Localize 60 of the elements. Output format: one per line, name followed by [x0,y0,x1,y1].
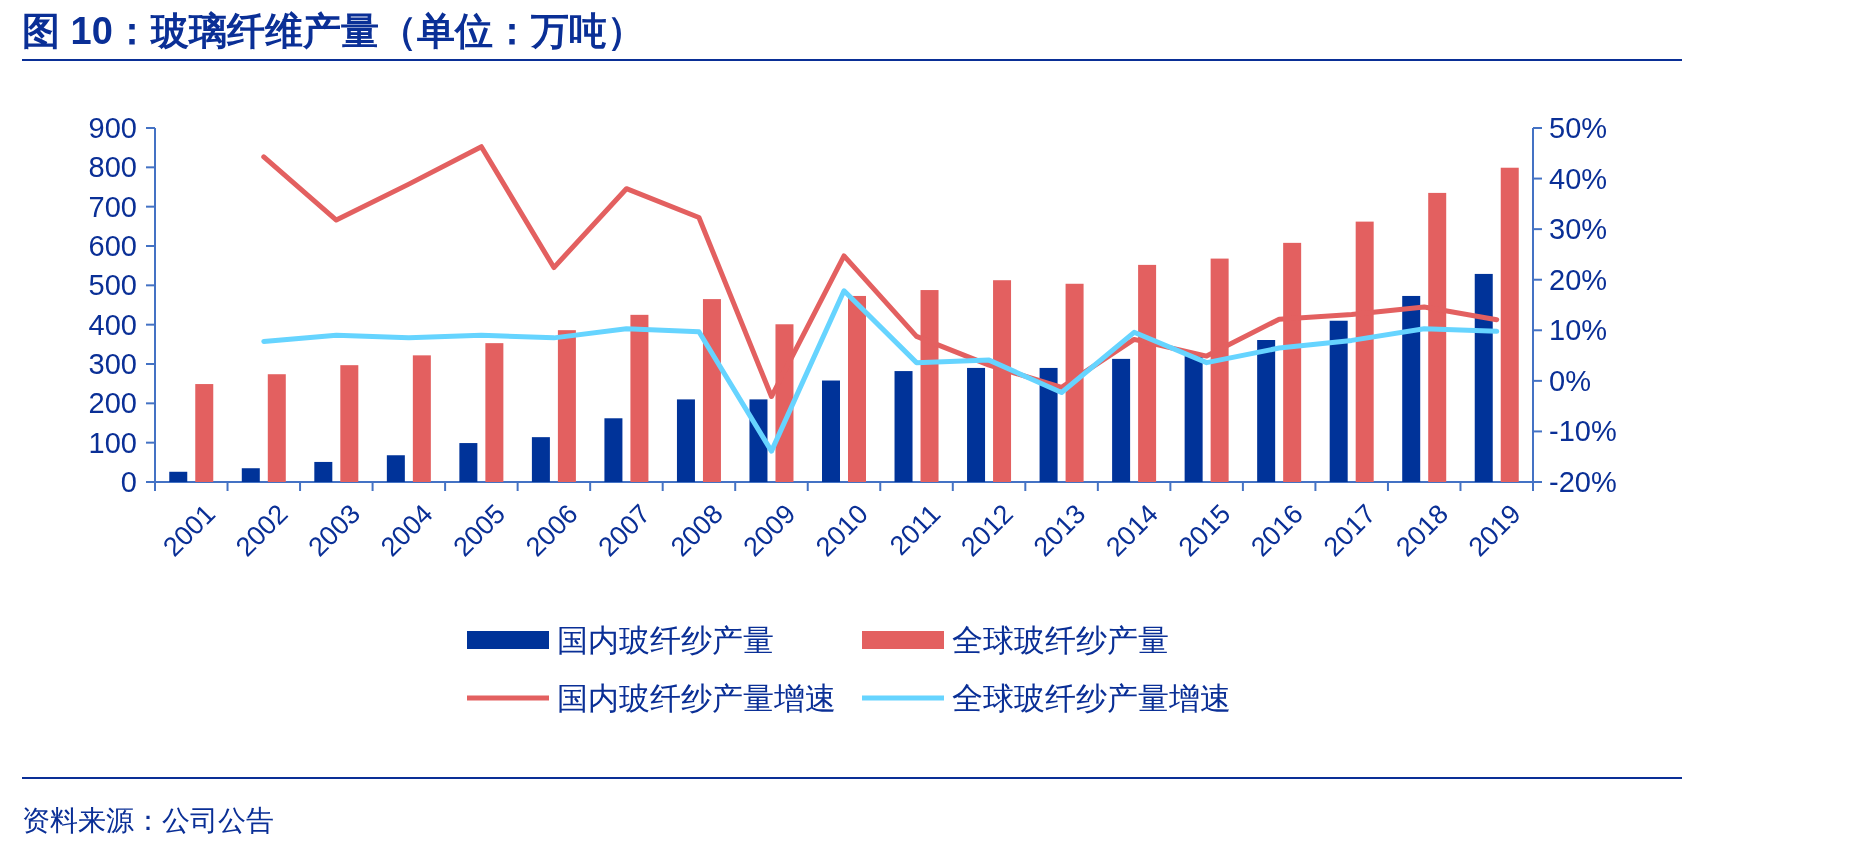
bar [412,355,431,482]
bar [702,299,721,482]
bar [1210,258,1229,482]
bar [1112,358,1131,482]
bar [1402,295,1421,482]
bar [1500,167,1519,482]
y2-tick-label: 0% [1549,364,1591,397]
bar [1283,242,1302,482]
y-tick-label: 900 [88,112,137,144]
bar [195,384,214,482]
bar [1138,264,1157,482]
bar [1329,320,1348,482]
bar [848,295,866,482]
bar [386,455,405,482]
bar [894,371,913,482]
legend-label: 全球玻纤纱产量 [952,623,1169,658]
bar [1065,283,1084,482]
y2-tick-label: 20% [1549,263,1608,296]
legend-label: 全球玻纤纱产量增速 [952,681,1231,716]
y-tick-label: 500 [88,269,137,302]
bar [920,290,939,482]
chart-title: 图 10：玻璃纤维产量（单位：万吨） [22,10,645,52]
bar [1428,192,1447,482]
y-tick-label: 700 [88,190,137,223]
bar [557,330,576,482]
y-tick-label: 800 [88,151,137,184]
y-tick-label: 600 [88,230,137,262]
legend-label: 国内玻纤纱产量 [557,623,774,658]
legend-label: 国内玻纤纱产量增速 [557,681,836,716]
bar [340,365,359,482]
bar [604,418,623,482]
y2-tick-label: 30% [1549,213,1608,246]
bar [1355,221,1374,482]
bar [459,443,478,482]
y2-tick-label: -10% [1549,415,1617,448]
bar [993,280,1012,482]
y-tick-label: 200 [88,387,137,420]
y-tick-label: 100 [88,426,137,459]
bar [1184,356,1203,482]
bar [1257,340,1276,482]
y-tick-label: 300 [88,348,137,380]
bar [267,374,286,482]
bar [241,468,260,482]
text: 资料来源：公司公告 [22,805,274,836]
y2-tick-label: 10% [1549,314,1608,347]
y-tick-label: 400 [88,308,137,341]
y2-tick-label: 40% [1549,162,1608,195]
bar [531,437,550,482]
y2-tick-label: -20% [1549,466,1617,498]
y-tick-label: 0 [120,466,137,498]
y2-tick-label: 50% [1549,112,1608,144]
bar [169,471,188,482]
bar [967,367,986,482]
bar [1039,367,1058,482]
bar [314,461,333,482]
bar [676,399,695,482]
bar [485,343,504,482]
bar [1474,273,1493,482]
bar [630,314,649,482]
bar [822,380,840,482]
